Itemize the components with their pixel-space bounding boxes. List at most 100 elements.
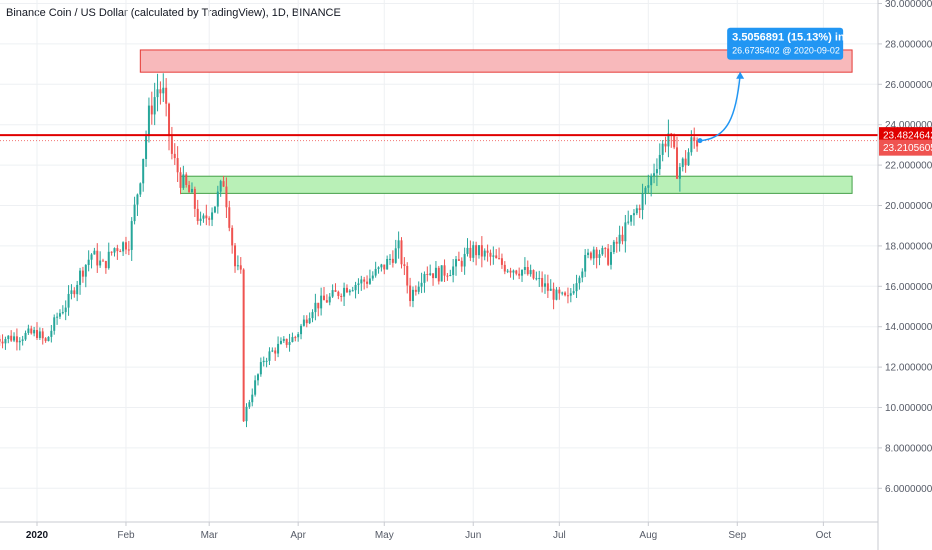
candle-body	[601, 248, 604, 255]
last-price-tag	[879, 139, 932, 156]
time-tick-label: Feb	[117, 530, 135, 541]
candle-body	[690, 137, 693, 153]
candle-body	[561, 292, 564, 294]
time-tick-label: Sep	[728, 530, 746, 541]
candle-body	[684, 158, 687, 166]
candle-body	[351, 290, 354, 292]
candle-body	[199, 218, 202, 221]
time-axis[interactable]: 2020 Feb Mar Apr May Jun Jul Aug Sep Oct	[26, 522, 832, 541]
candle-body	[400, 240, 403, 265]
candle-body	[188, 184, 191, 193]
horizontal-line-tag	[879, 127, 932, 144]
candle-body	[397, 240, 400, 249]
candle-body	[179, 172, 182, 188]
candle-body	[225, 186, 228, 208]
candle-body	[159, 89, 162, 94]
candle-body	[693, 137, 696, 141]
candle-body	[102, 260, 105, 262]
candle-body	[202, 215, 205, 219]
candle-body	[681, 158, 684, 168]
candle-body	[434, 267, 437, 279]
projection-arrowhead	[736, 71, 745, 79]
candle-body	[254, 380, 257, 395]
candle-body	[271, 350, 274, 352]
candle-body	[110, 251, 113, 253]
candle-body	[423, 273, 426, 283]
price-tick-label: 12.0000000	[885, 363, 932, 374]
candle-body	[73, 290, 76, 295]
candle-body	[498, 258, 501, 260]
candle-body	[647, 185, 650, 188]
candle-body	[635, 208, 638, 214]
candle-body	[518, 273, 521, 276]
candle-body	[81, 270, 84, 277]
price-tick-label: 6.0000000	[885, 484, 932, 495]
candle-body	[259, 362, 262, 375]
candle-body	[503, 264, 506, 272]
candle-body	[24, 332, 27, 340]
candle-body	[360, 279, 363, 284]
candle-body	[357, 283, 360, 285]
candle-body	[549, 288, 552, 291]
candle-body	[483, 250, 486, 257]
candle-body	[604, 248, 607, 250]
candle-body	[288, 342, 291, 345]
candle-body	[268, 351, 271, 361]
candle-body	[245, 406, 248, 422]
candle-body	[552, 288, 555, 300]
candle-body	[523, 267, 526, 270]
candle-body	[242, 269, 245, 422]
candle-body	[162, 87, 165, 94]
candle-body	[452, 266, 455, 276]
candle-body	[213, 206, 216, 213]
candle-body	[380, 264, 383, 268]
candle-body	[446, 275, 449, 277]
candle-body	[228, 207, 231, 228]
projection-callout	[727, 27, 844, 60]
candle-body	[449, 275, 452, 277]
candle-body	[371, 275, 374, 279]
candle-body	[343, 287, 346, 297]
candle-body	[18, 340, 21, 343]
candle-body	[641, 193, 644, 211]
candle-body	[587, 252, 590, 255]
candle-body	[79, 270, 82, 285]
candle-body	[486, 250, 489, 253]
candle-body	[84, 264, 87, 277]
candle-body	[543, 283, 546, 287]
candle-body	[38, 331, 41, 338]
overlays: 3.5056891 (15.13%) in 15d 26.6735402 @ 20…	[0, 27, 878, 144]
candle-body	[58, 313, 61, 317]
candle-body	[348, 290, 351, 293]
candle-body	[541, 278, 544, 287]
candle-body	[130, 221, 133, 250]
candle-body	[53, 317, 56, 331]
candle-body	[618, 234, 621, 244]
time-tick-label: May	[375, 530, 394, 541]
candle-body	[383, 264, 386, 270]
candle-body	[96, 250, 99, 266]
candle-body	[150, 105, 153, 115]
candle-body	[374, 268, 377, 276]
candle-body	[305, 319, 308, 324]
candle-body	[500, 258, 503, 265]
candle-body	[127, 249, 130, 251]
candle-body	[653, 173, 656, 176]
candle-body	[317, 302, 320, 309]
candle-body	[328, 296, 331, 303]
candle-body	[664, 143, 667, 147]
candle-body	[27, 328, 30, 333]
candle-body	[190, 188, 193, 193]
candle-body	[116, 248, 119, 252]
candle-body	[300, 325, 303, 335]
time-tick-label: Jul	[553, 530, 566, 541]
candle-body	[377, 267, 380, 269]
candle-body	[294, 337, 297, 339]
candle-body	[44, 338, 47, 342]
candle-body	[277, 343, 280, 354]
price-axis[interactable]: 6.0000000 8.0000000 10.0000000 12.0000000 14…	[878, 0, 932, 495]
candle-body	[87, 259, 90, 265]
candle-body	[15, 336, 18, 343]
candle-body	[205, 215, 208, 219]
